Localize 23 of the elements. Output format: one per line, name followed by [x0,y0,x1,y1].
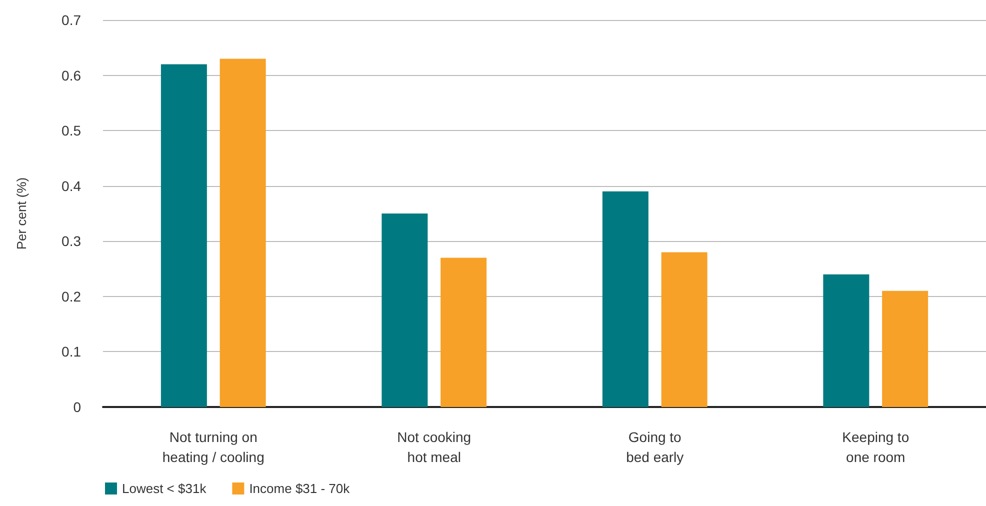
bar [823,274,870,407]
y-tick-label: 0.5 [62,122,82,139]
bar [602,191,648,407]
y-axis-title: Per cent (%) [14,177,29,250]
bar [440,258,487,407]
bar [882,290,928,407]
y-tick-label: 0.4 [62,178,82,194]
y-tick-label: 0.3 [62,233,82,250]
x-tick-label: Going to bed early [626,429,684,465]
legend-label: Income $31 - 70k [249,481,350,496]
legend-label: Lowest < $31k [122,481,207,496]
y-tick-label: 0.2 [62,288,82,304]
x-tick-label: Not turning on heating / cooling [162,429,264,465]
y-tick-label: 0.1 [62,344,82,360]
bar [220,58,266,407]
bar [661,252,708,407]
y-tick-label: 0.6 [62,67,82,84]
bar [160,64,207,407]
y-tick-label: 0.7 [62,12,82,28]
bar [382,214,428,407]
y-tick-label: 0 [73,399,82,415]
x-tick-label: Not cooking hot meal [397,429,472,465]
x-tick-label: Keeping to one room [842,429,910,465]
